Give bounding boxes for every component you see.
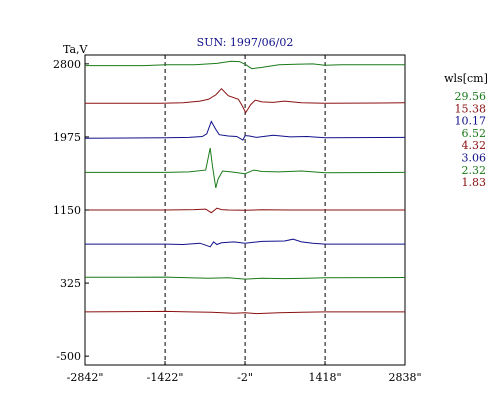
legend-entry-7: 1.83: [462, 176, 487, 189]
series-line-7: [84, 310, 405, 315]
legend-entry-3: 6.52: [462, 127, 487, 140]
y-tick-label-4: -500: [56, 350, 81, 363]
legend-entry-4: 4.32: [462, 139, 487, 152]
y-tick-label-0: 2800: [53, 58, 81, 71]
series-line-0: [85, 60, 405, 70]
series-line-2: [84, 120, 406, 141]
series-group: [84, 60, 406, 315]
y-axis-label: Ta,V: [63, 43, 89, 56]
x-axis: -2842" -1422" -2" 1418" 2838": [67, 361, 422, 384]
chart-title: SUN: 1997/06/02: [197, 36, 294, 49]
x-tick-label-0: -2842": [67, 371, 104, 384]
y-tick-label-3: 325: [60, 277, 81, 290]
y-tick-label-1: 1975: [53, 131, 81, 144]
series-line-6: [84, 276, 406, 280]
series-line-3: [85, 147, 406, 189]
legend-entry-6: 2.32: [462, 164, 487, 177]
y-tick-label-2: 1150: [53, 204, 81, 217]
series-line-1: [85, 87, 406, 114]
legend-entry-2: 10.17: [455, 115, 487, 128]
x-tick-label-1: -1422": [147, 371, 184, 384]
series-line-5: [85, 238, 405, 248]
legend-title: wls[cm]: [444, 72, 488, 85]
x-tick-label-3: 1418": [308, 371, 341, 384]
legend-entry-1: 15.38: [455, 102, 487, 115]
legend-entry-5: 3.06: [462, 152, 487, 165]
series-line-4: [85, 207, 405, 214]
x-tick-label-2: -2": [237, 371, 253, 384]
x-tick-label-4: 2838": [388, 371, 421, 384]
legend-entry-0: 29.56: [455, 90, 487, 103]
y-axis: 2800 1975 1150 325 -500: [53, 58, 89, 363]
